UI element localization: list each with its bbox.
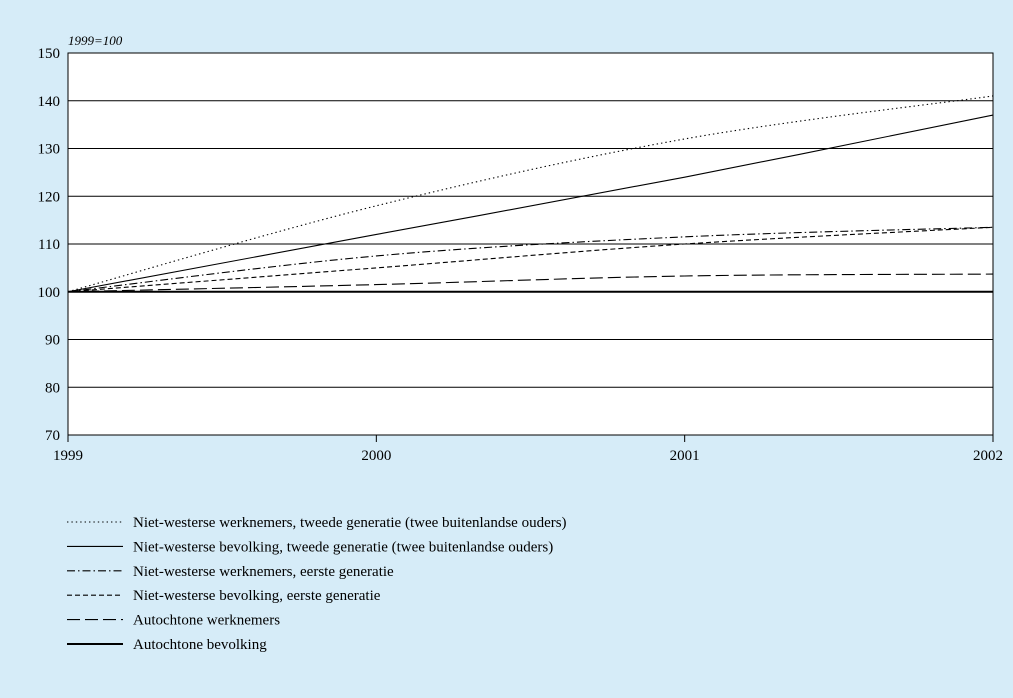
y-tick-label: 90 xyxy=(45,333,60,349)
series-line-1 xyxy=(67,95,994,293)
y-tick-label: 120 xyxy=(38,189,61,205)
legend-label-3: Niet-westerse werknemers, eerste generat… xyxy=(133,564,394,580)
y-tick-label: 70 xyxy=(45,428,60,444)
series-line-5 xyxy=(67,273,994,293)
x-tick-label: 2002 xyxy=(973,448,1003,464)
legend-label-1: Niet-westerse werknemers, tweede generat… xyxy=(133,515,567,531)
x-tick-label: 1999 xyxy=(53,448,83,464)
legend-label-4: Niet-westerse bevolking, eerste generati… xyxy=(133,588,381,604)
y-tick-label: 80 xyxy=(45,380,60,396)
series-line-3 xyxy=(67,226,994,293)
y-tick-label: 130 xyxy=(38,142,61,158)
legend-label-2: Niet-westerse bevolking, tweede generati… xyxy=(133,539,553,555)
x-tick-label: 2000 xyxy=(361,448,391,464)
series-line-4 xyxy=(67,226,994,293)
unit-label: 1999=100 xyxy=(68,33,123,48)
y-tick-label: 110 xyxy=(38,237,60,253)
legend-label-6: Autochtone bevolking xyxy=(133,637,267,653)
legend-label-5: Autochtone werknemers xyxy=(133,613,280,629)
series-line-2 xyxy=(67,114,994,293)
x-tick-label: 2001 xyxy=(670,448,700,464)
y-tick-label: 140 xyxy=(38,94,61,110)
y-tick-label: 150 xyxy=(38,46,61,62)
y-tick-label: 100 xyxy=(38,285,61,301)
